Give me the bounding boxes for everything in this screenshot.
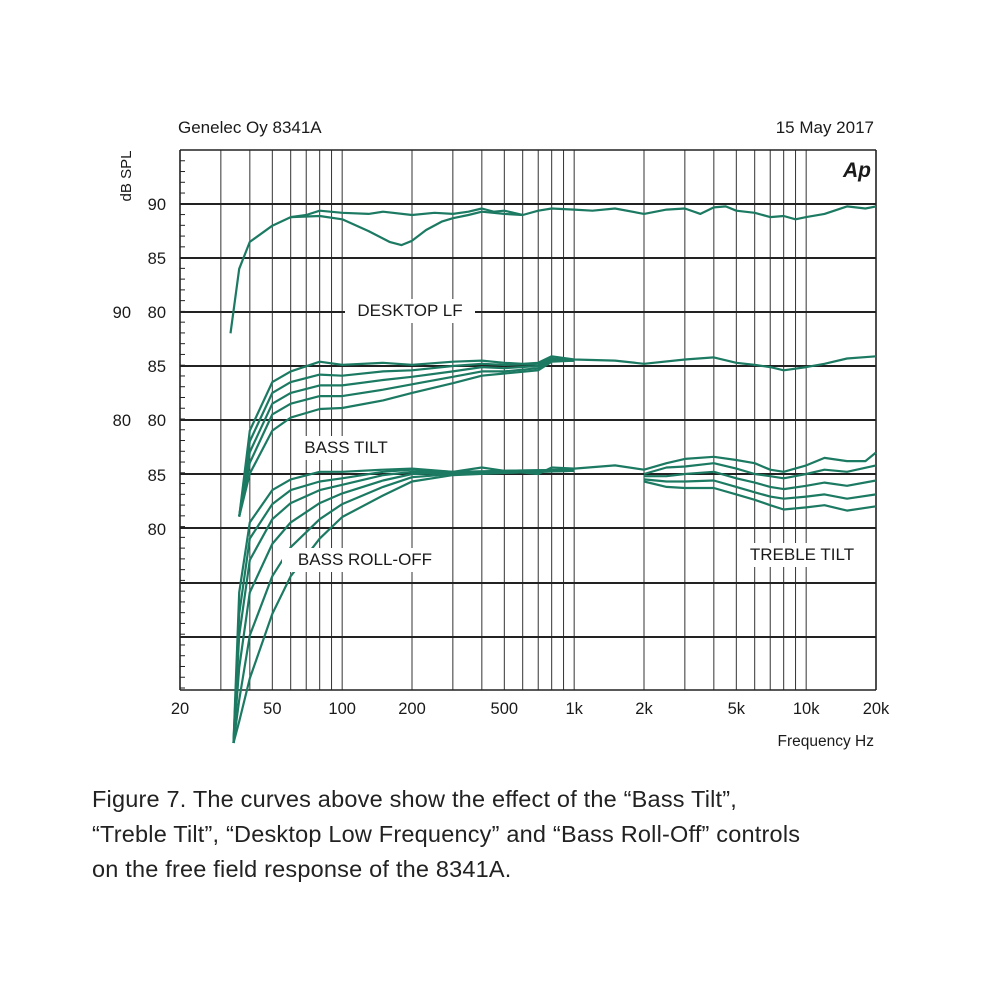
y-tick-label: 85 <box>148 467 166 485</box>
annotation-label: TREBLE TILT <box>750 545 854 564</box>
response-curve <box>643 480 877 512</box>
caption-line-2: “Treble Tilt”, “Desktop Low Frequency” a… <box>92 821 801 847</box>
annotation-label: BASS TILT <box>304 438 387 457</box>
x-tick-label: 50 <box>263 700 281 718</box>
annotation-label: DESKTOP LF <box>357 301 462 320</box>
y-tick-label: 80 <box>148 412 166 430</box>
response-curve <box>644 470 877 491</box>
response-curves <box>229 205 877 744</box>
y-tick-label: 80 <box>148 521 166 539</box>
x-tick-label: 10k <box>793 700 820 718</box>
y-axis-label: dB SPL <box>118 151 135 202</box>
response-curve <box>238 357 575 517</box>
grid <box>179 149 877 691</box>
y-tick-label: 85 <box>148 358 166 376</box>
response-curve <box>643 462 877 480</box>
ap-logo: Ap <box>842 159 871 182</box>
response-curve <box>290 210 523 247</box>
response-curve <box>643 478 877 500</box>
chart-title-right: 15 May 2017 <box>776 118 874 137</box>
y-tick-label: 85 <box>148 250 166 268</box>
x-tick-label: 20 <box>171 700 189 718</box>
response-curve <box>238 358 575 517</box>
annotation-background <box>737 543 867 567</box>
response-curve <box>238 355 877 517</box>
x-tick-label: 2k <box>635 700 653 718</box>
figure-caption: Figure 7. The curves above show the effe… <box>92 782 952 887</box>
x-tick-label: 100 <box>328 700 356 718</box>
y-tick-label: 90 <box>148 196 166 214</box>
response-curve <box>238 359 575 517</box>
y-tick-label-secondary: 80 <box>113 412 131 430</box>
x-tick-label: 5k <box>728 700 746 718</box>
x-tick-label: 500 <box>491 700 519 718</box>
x-tick-label: 1k <box>565 700 583 718</box>
annotation-background <box>345 299 475 323</box>
response-curve <box>232 451 877 744</box>
caption-line-3: on the free field response of the 8341A. <box>92 856 512 882</box>
x-tick-label: 20k <box>863 700 890 718</box>
tick-labels: 20 50 100 200 500 1k 2k 5k 10k 20k 90 85 80 85 80 85 80 9… <box>113 196 890 718</box>
response-curve <box>229 205 877 334</box>
annotation-background <box>292 436 400 460</box>
y-tick-label-secondary: 90 <box>113 304 131 322</box>
annotation-label: BASS ROLL-OFF <box>298 550 432 569</box>
annotation-background <box>282 548 448 572</box>
caption-line-1: Figure 7. The curves above show the effe… <box>92 786 738 812</box>
y-tick-label: 80 <box>148 304 166 322</box>
response-curve <box>238 359 575 517</box>
annotations: DESKTOP LF BASS TILT BASS ROLL-OFF TREBLE T… <box>282 299 867 572</box>
response-curve <box>232 469 575 744</box>
x-axis-label: Frequency Hz <box>778 733 874 750</box>
x-tick-label: 200 <box>398 700 426 718</box>
chart-title-left: Genelec Oy 8341A <box>178 118 322 137</box>
